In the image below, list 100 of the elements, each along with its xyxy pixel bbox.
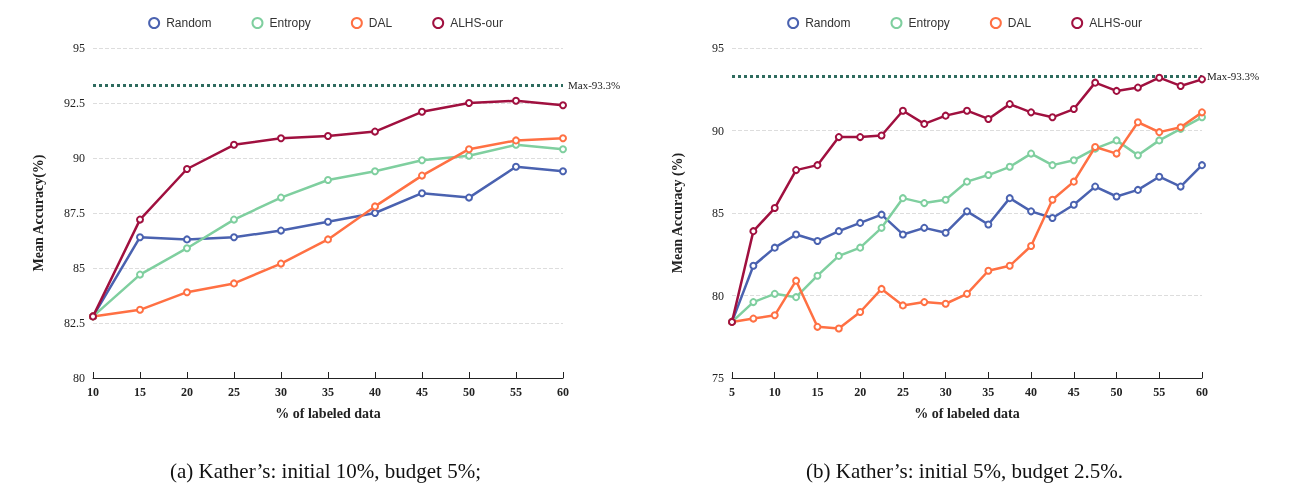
point [1176,182,1185,191]
point [792,166,801,175]
legend-label: Random [166,16,212,30]
x-tick-label: 30 [275,385,287,399]
point [1069,156,1078,165]
point [984,266,993,275]
point [371,202,379,211]
y-tick-label: 80 [73,371,85,385]
point [1155,73,1164,82]
legend-label: Entropy [269,16,311,30]
legend-label: ALHS-our [1089,16,1142,30]
point [963,177,971,186]
point [792,293,801,302]
legend-label: DAL [368,16,393,30]
x-tick-label: 5 [729,385,735,399]
point [920,119,929,128]
point [1198,161,1206,170]
point [1133,151,1142,160]
point [856,218,865,227]
y-tick-label: 87.5 [64,206,85,220]
x-tick-label: 45 [1067,385,1080,399]
point [1112,149,1121,158]
point [898,301,907,310]
point [834,133,843,142]
point [749,314,758,323]
point [1091,182,1100,191]
point [559,101,567,110]
ref-line-label: Max-93.3% [1207,70,1260,83]
point [1027,207,1036,216]
x-tick-label: 35 [982,385,995,399]
point [324,176,332,184]
x-tick-label: 55 [1153,385,1166,399]
x-tick-label: 20 [854,385,867,399]
x-tick-label: 60 [557,385,569,399]
point [813,161,822,170]
point [418,107,426,116]
point [512,96,520,105]
point [1198,75,1206,84]
point [324,217,332,226]
point [1027,242,1036,250]
x-tick-label: 40 [1025,385,1038,399]
point [920,223,929,232]
point [183,244,191,253]
point [941,195,950,204]
point [1005,194,1014,203]
point [963,207,971,216]
point [1112,136,1121,145]
point [1133,185,1142,194]
point [1005,261,1014,270]
ref-line-label: Max-93.3% [568,79,621,92]
point [277,134,285,143]
point [230,140,238,149]
point [898,230,907,239]
point [770,311,779,320]
legend-label: Random [805,16,851,30]
point [1176,81,1185,90]
point [465,193,473,202]
point [418,171,426,180]
point [465,145,473,154]
point [465,151,473,160]
point [749,261,758,270]
point [792,230,801,239]
point [136,305,144,314]
point [183,165,191,173]
point [1027,108,1036,117]
point [856,308,865,316]
y-tick-label: 85 [712,206,724,220]
point [1069,105,1078,114]
legend-label: ALHS-our [450,16,503,30]
point [941,228,950,237]
point [898,106,907,115]
x-tick-label: 15 [811,385,824,399]
point [277,193,285,202]
point [1133,118,1142,127]
point [856,133,865,142]
x-tick-label: 10 [87,385,99,399]
point [1005,100,1014,109]
point [898,194,907,203]
x-axis-title: % of labeled data [275,405,381,421]
point [1198,108,1206,117]
y-tick-label: 80 [712,288,724,303]
point [1005,162,1014,171]
point [1048,213,1057,222]
x-tick-label: 45 [416,385,428,399]
point [813,271,822,280]
point [813,237,822,246]
point [1112,86,1121,95]
point [856,243,865,252]
point [559,145,567,154]
point [1069,177,1078,186]
point [136,233,144,242]
point [877,223,886,232]
point [1112,192,1121,201]
point [792,276,801,285]
text: (a) Kather’s: initial 10%, budget 5%; [169,458,482,483]
point [1048,161,1057,170]
point [1133,83,1142,92]
point [277,226,285,235]
point [277,259,285,268]
x-tick-label: 35 [322,385,334,399]
